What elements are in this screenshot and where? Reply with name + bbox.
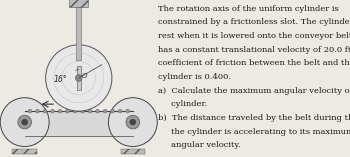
Circle shape bbox=[96, 109, 99, 113]
Circle shape bbox=[126, 109, 130, 113]
Text: has a constant translational velocity of 20.0 ft/s. The: has a constant translational velocity of… bbox=[158, 46, 350, 54]
Text: b)  The distance traveled by the belt during the time: b) The distance traveled by the belt dur… bbox=[158, 114, 350, 122]
Circle shape bbox=[103, 109, 107, 113]
Circle shape bbox=[65, 109, 69, 113]
Text: O: O bbox=[82, 73, 88, 79]
Circle shape bbox=[58, 109, 62, 113]
Circle shape bbox=[43, 109, 47, 113]
Circle shape bbox=[108, 98, 157, 146]
Circle shape bbox=[18, 115, 32, 129]
Text: cylinder.: cylinder. bbox=[158, 100, 207, 108]
Text: a)  Calculate the maximum angular velocity of the: a) Calculate the maximum angular velocit… bbox=[158, 87, 350, 95]
Polygon shape bbox=[25, 111, 133, 135]
Bar bbox=[121, 149, 145, 154]
Text: coefficient of friction between the belt and the: coefficient of friction between the belt… bbox=[158, 59, 350, 67]
Text: The rotation axis of the uniform cylinder is: The rotation axis of the uniform cylinde… bbox=[158, 5, 339, 13]
Circle shape bbox=[130, 119, 136, 125]
Bar bbox=[76, 7, 81, 60]
Circle shape bbox=[111, 109, 114, 113]
Circle shape bbox=[0, 98, 49, 146]
Circle shape bbox=[28, 109, 32, 113]
Text: the cylinder is accelerating to its maximum: the cylinder is accelerating to its maxi… bbox=[158, 128, 350, 136]
Text: rest when it is lowered onto the conveyor belt, which: rest when it is lowered onto the conveyo… bbox=[158, 32, 350, 40]
Text: 16°: 16° bbox=[54, 75, 67, 84]
Circle shape bbox=[88, 109, 92, 113]
Circle shape bbox=[73, 109, 77, 113]
Circle shape bbox=[118, 109, 122, 113]
Bar bbox=[69, 0, 88, 7]
Text: cylinder is 0.400.: cylinder is 0.400. bbox=[158, 73, 231, 81]
Circle shape bbox=[46, 45, 112, 111]
Text: angular velocity.: angular velocity. bbox=[158, 141, 240, 149]
Circle shape bbox=[22, 119, 28, 125]
Circle shape bbox=[35, 109, 39, 113]
Text: constrained by a frictionless slot. The cylinder is at: constrained by a frictionless slot. The … bbox=[158, 18, 350, 26]
Circle shape bbox=[80, 109, 84, 113]
Bar bbox=[77, 66, 81, 90]
Bar bbox=[13, 149, 37, 154]
Circle shape bbox=[126, 115, 140, 129]
Circle shape bbox=[50, 109, 54, 113]
Circle shape bbox=[76, 75, 82, 81]
